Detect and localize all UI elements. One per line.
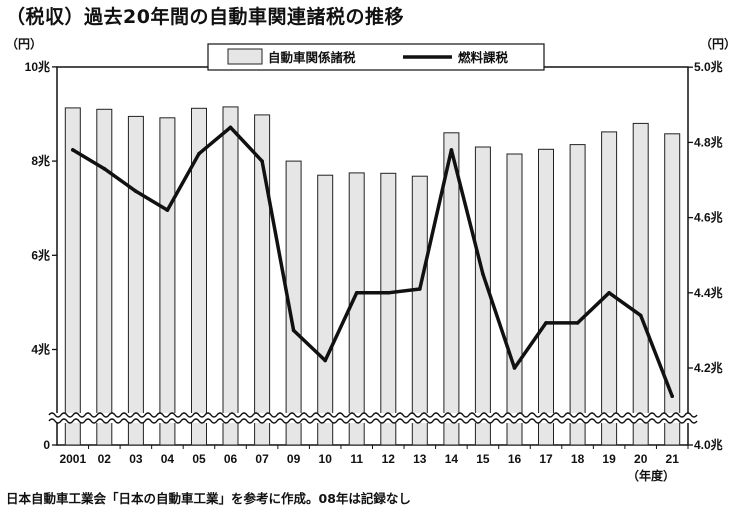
x-tick-label: 16 (508, 452, 522, 466)
x-axis-unit: （年度） (627, 468, 675, 483)
legend-label-bar: 自動車関係諸税 (268, 50, 356, 65)
bar-2001 (64, 107, 81, 446)
bar-12 (380, 172, 397, 446)
x-tick-label: 04 (161, 452, 175, 466)
x-tick-label: 07 (255, 452, 269, 466)
legend-frame (207, 43, 545, 71)
right-axis-unit: （円） (700, 36, 736, 51)
left-axis-unit: （円） (6, 36, 42, 51)
right-tick-label: 5.0兆 (694, 59, 723, 74)
plot-frame (56, 66, 689, 446)
x-tick-label: 15 (476, 452, 490, 466)
line-point-14 (449, 148, 454, 152)
bar-10 (317, 174, 334, 446)
left-tick-label: 10兆 (25, 59, 50, 74)
x-tick-label: 14 (445, 452, 459, 466)
bar-03 (127, 115, 144, 446)
line-point-12 (386, 291, 391, 295)
x-tick-label: 21 (666, 452, 680, 466)
line-point-16 (512, 366, 517, 370)
x-tick-label: 2001 (59, 452, 86, 466)
legend-swatch-bar (227, 48, 263, 65)
bar-20 (632, 122, 649, 446)
legend-label-line: 燃料課税 (458, 50, 509, 65)
right-tick-label: 4.4兆 (694, 285, 723, 300)
line-point-04 (165, 208, 170, 212)
left-tick-label: 0 (43, 438, 50, 452)
x-tick-label: 09 (287, 452, 301, 466)
right-tick-label: 4.8兆 (694, 134, 723, 149)
bar-16 (506, 153, 523, 446)
x-tick-label: 05 (192, 452, 206, 466)
line-point-21 (670, 394, 674, 399)
series-line-fuel-tax (71, 125, 674, 398)
line-point-07 (260, 159, 264, 163)
x-tick-label: 19 (602, 452, 616, 466)
x-tick-label: 13 (413, 452, 427, 466)
axis-break-wave-top (48, 412, 698, 418)
bar-07 (254, 114, 271, 446)
bar-06 (222, 106, 239, 446)
line-point-10 (323, 358, 328, 363)
x-tick-label: 11 (350, 452, 363, 466)
line-point-20 (638, 313, 643, 318)
x-tick-label: 03 (129, 452, 143, 466)
bar-09 (285, 160, 302, 446)
x-tick-label: 17 (539, 452, 553, 466)
bar-05 (191, 107, 207, 446)
line-point-13 (418, 287, 422, 291)
bar-13 (411, 175, 428, 446)
line-point-06 (228, 125, 233, 130)
bar-21 (664, 133, 681, 446)
line-point-11 (354, 291, 359, 295)
axis-break-wave-bottom (48, 418, 698, 424)
line-point-02 (102, 166, 107, 171)
line-point-15 (481, 272, 485, 276)
bar-02 (96, 108, 113, 446)
left-tick-label: 8兆 (31, 153, 50, 168)
bar-18 (569, 144, 586, 446)
line-point-2001 (71, 148, 75, 152)
bar-14 (443, 132, 460, 446)
left-tick-label: 4兆 (31, 342, 50, 357)
left-tick-label: 6兆 (31, 247, 50, 262)
line-point-09 (291, 328, 296, 333)
right-tick-label: 4.2兆 (694, 360, 723, 375)
bar-19 (601, 131, 618, 446)
line-point-18 (575, 321, 580, 325)
legend: 自動車関係諸税 燃料課税 (207, 43, 545, 71)
x-tick-label: 18 (571, 452, 585, 466)
bar-04 (159, 117, 176, 446)
bar-11 (348, 172, 365, 446)
footnote: 日本自動車工業会「日本の自動車工業」を参考に作成。08年は記録なし (6, 491, 411, 506)
x-tick-label: 02 (98, 452, 112, 466)
bar-15 (474, 146, 491, 446)
right-tick-label: 4.6兆 (694, 210, 723, 225)
right-tick-label: 4.0兆 (694, 437, 723, 452)
line-point-19 (607, 291, 611, 295)
bar-17 (538, 148, 554, 446)
page-title: （税収）過去20年間の自動車関連諸税の推移 (6, 6, 404, 28)
line-point-03 (134, 189, 138, 194)
line-point-05 (197, 151, 201, 156)
x-tick-label: 06 (224, 452, 238, 466)
x-tick-label: 20 (634, 452, 648, 466)
x-tick-label: 12 (382, 452, 396, 466)
x-tick-label: 10 (319, 452, 333, 466)
line-point-17 (544, 321, 548, 325)
